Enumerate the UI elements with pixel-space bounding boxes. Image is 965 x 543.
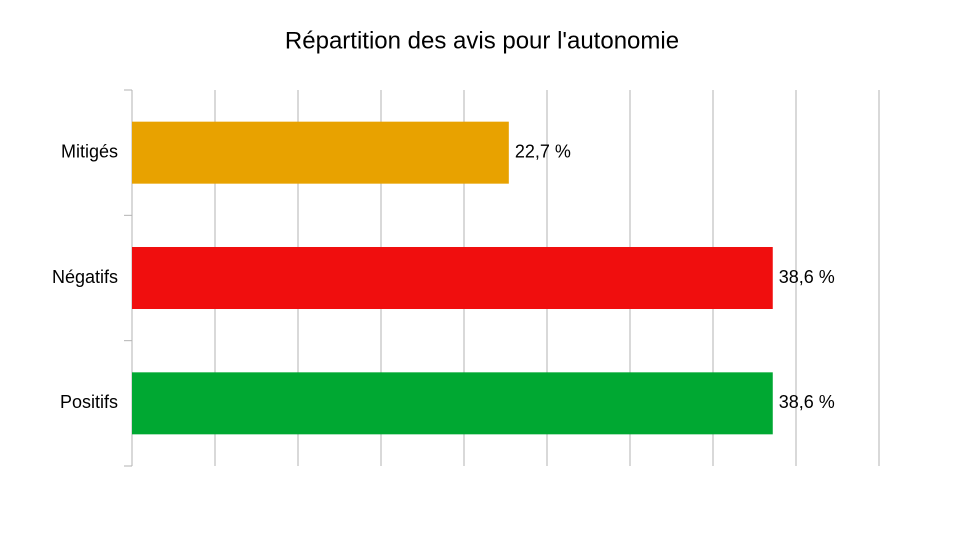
data-label: 38,6 % [779, 267, 835, 287]
chart-title: Répartition des avis pour l'autonomie [285, 27, 679, 54]
data-label: 22,7 % [515, 141, 571, 161]
bar [132, 247, 773, 309]
bar [132, 372, 773, 435]
y-tick-label: Négatifs [52, 267, 118, 287]
y-tick-label: Positifs [60, 392, 118, 412]
bar [132, 121, 509, 184]
y-tick-label: Mitigés [61, 141, 118, 161]
data-label: 38,6 % [779, 392, 835, 412]
